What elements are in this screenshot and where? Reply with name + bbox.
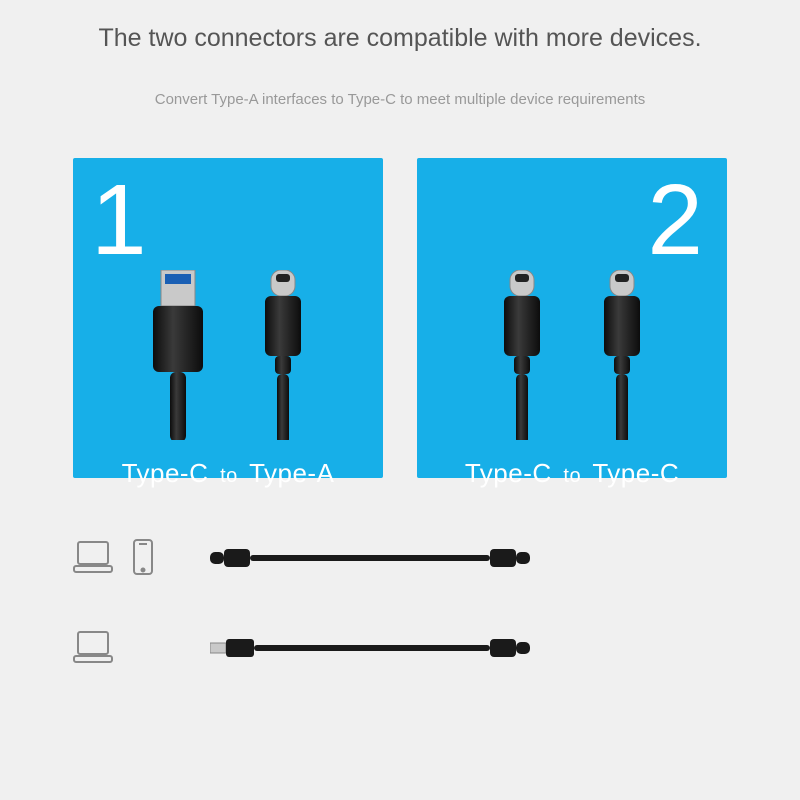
headline: The two connectors are compatible with m… [60, 24, 740, 53]
laptop-icon [70, 538, 116, 578]
panel-1-number: 1 [91, 170, 365, 270]
panel-1-visual [91, 270, 365, 450]
row-1 [70, 538, 740, 578]
phone-icon [130, 538, 156, 578]
panel-1-caption: Type-C to Type-A [91, 458, 365, 489]
row-2-cable [210, 633, 530, 663]
panel-1: 1 [73, 158, 383, 478]
usb-c-connector-icon [492, 270, 552, 440]
row-1-devices [70, 538, 180, 578]
panel-1-label-left: Type-C [122, 458, 209, 488]
cable-a-to-c-icon [210, 633, 530, 663]
compatibility-rows [60, 538, 740, 668]
panel-1-label-mid: to [220, 465, 238, 487]
cable-c-to-c-icon [210, 543, 530, 573]
subheadline: Convert Type-A interfaces to Type-C to m… [60, 91, 740, 108]
usb-c-connector-icon [253, 270, 313, 440]
panel-2-label-left: Type-C [465, 458, 552, 488]
panel-2-number: 2 [435, 170, 709, 270]
usb-a-connector-icon [143, 270, 213, 440]
row-2 [70, 628, 740, 668]
panels-row: 1 [60, 158, 740, 478]
usb-c-connector-icon [592, 270, 652, 440]
panel-1-label-right: Type-A [249, 458, 334, 488]
panel-2-label-right: Type-C [592, 458, 679, 488]
panel-2-caption: Type-C to Type-C [435, 458, 709, 489]
panel-2-label-mid: to [563, 465, 581, 487]
panel-2: 2 [417, 158, 727, 478]
infographic-container: The two connectors are compatible with m… [0, 0, 800, 800]
row-2-devices [70, 628, 180, 668]
row-1-cable [210, 543, 530, 573]
panel-2-visual [435, 270, 709, 450]
laptop-icon [70, 628, 116, 668]
